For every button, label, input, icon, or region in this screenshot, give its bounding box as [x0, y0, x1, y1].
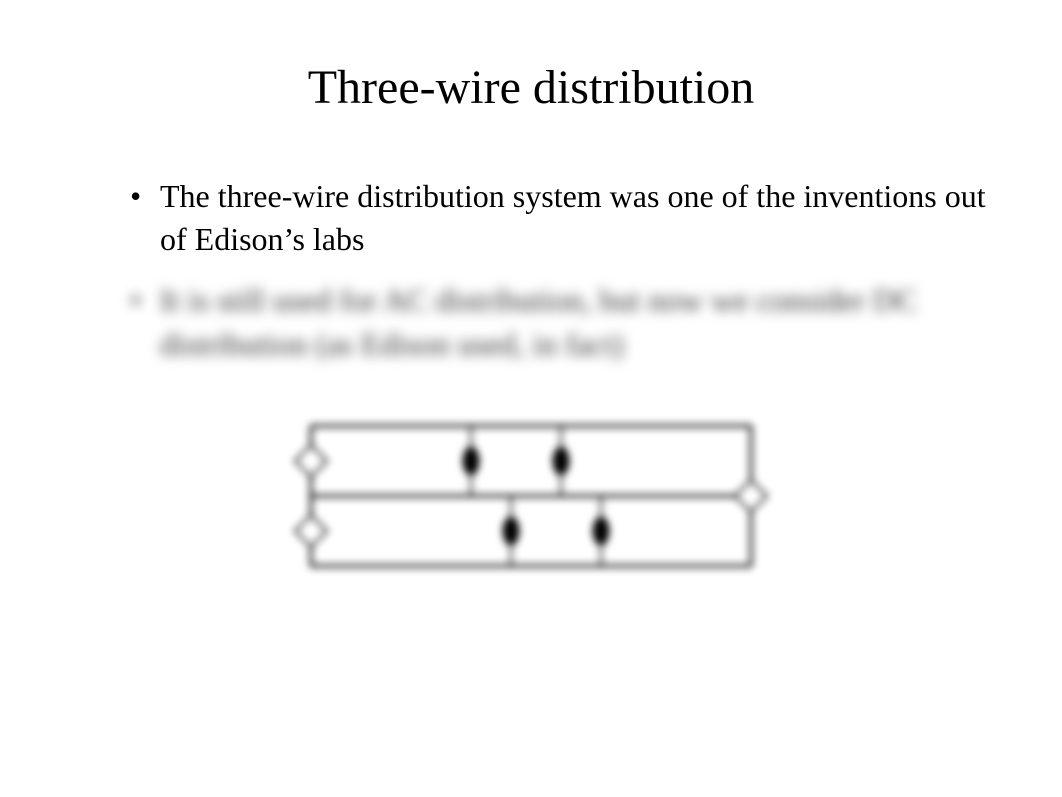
circuit-diagram — [251, 396, 811, 596]
bullet-item-2: It is still used for AC distribution, bu… — [130, 279, 992, 365]
bullet-text: The three-wire distribution system was o… — [160, 178, 986, 257]
bullet-list: The three-wire distribution system was o… — [70, 175, 992, 366]
diagram-container — [70, 396, 992, 596]
bullet-text: It is still used for AC distribution, bu… — [160, 282, 917, 361]
slide-container: Three-wire distribution The three-wire d… — [0, 0, 1062, 797]
bullet-item-1: The three-wire distribution system was o… — [130, 175, 992, 261]
slide-title: Three-wire distribution — [70, 60, 992, 115]
